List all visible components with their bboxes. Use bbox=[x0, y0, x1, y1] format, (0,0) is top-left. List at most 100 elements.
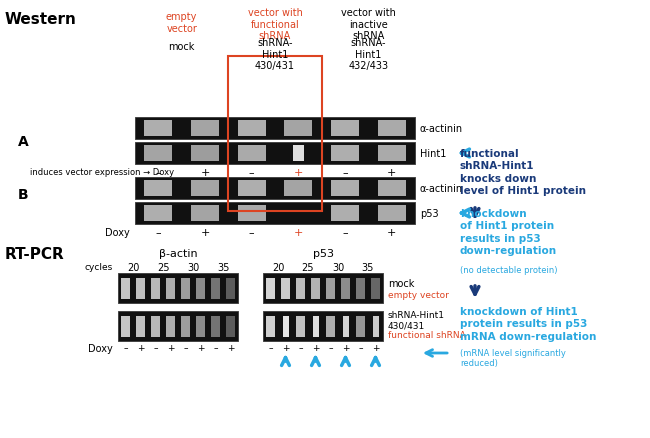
Text: –: – bbox=[358, 344, 363, 353]
Bar bbox=[284, 121, 313, 136]
Bar bbox=[226, 316, 235, 337]
Bar bbox=[378, 121, 406, 136]
Bar bbox=[326, 316, 335, 337]
Bar bbox=[331, 146, 359, 161]
Text: α-actinin: α-actinin bbox=[420, 124, 463, 134]
Text: Doxy: Doxy bbox=[105, 227, 130, 237]
Bar bbox=[144, 181, 172, 196]
Bar bbox=[284, 181, 313, 196]
Text: –: – bbox=[183, 344, 188, 353]
Text: –: – bbox=[153, 344, 158, 353]
Text: induces vector expression → Doxy: induces vector expression → Doxy bbox=[30, 168, 174, 177]
Bar bbox=[326, 278, 335, 299]
Text: empty vector: empty vector bbox=[388, 290, 449, 300]
Text: +: + bbox=[387, 168, 396, 177]
Bar bbox=[151, 316, 160, 337]
Text: 25: 25 bbox=[157, 262, 169, 272]
Text: 25: 25 bbox=[302, 262, 314, 272]
Text: 30: 30 bbox=[187, 262, 199, 272]
Bar bbox=[356, 278, 365, 299]
Bar bbox=[331, 181, 359, 196]
Bar bbox=[238, 206, 266, 221]
Text: +: + bbox=[372, 344, 379, 353]
Bar bbox=[263, 273, 383, 303]
Bar bbox=[211, 278, 220, 299]
Bar bbox=[144, 206, 172, 221]
Text: α-actinin: α-actinin bbox=[420, 184, 463, 194]
Bar bbox=[191, 181, 219, 196]
Text: +: + bbox=[387, 227, 396, 237]
Text: –: – bbox=[342, 227, 348, 237]
Bar bbox=[331, 206, 359, 221]
Bar bbox=[166, 278, 175, 299]
Text: +: + bbox=[136, 344, 144, 353]
Bar bbox=[211, 316, 220, 337]
Text: 30: 30 bbox=[332, 262, 344, 272]
Text: 20: 20 bbox=[272, 262, 284, 272]
Text: A: A bbox=[18, 135, 29, 148]
Text: +: + bbox=[167, 344, 174, 353]
Text: –: – bbox=[124, 344, 128, 353]
Bar bbox=[378, 181, 406, 196]
Text: 35: 35 bbox=[217, 262, 229, 272]
Text: +: + bbox=[294, 168, 303, 177]
Text: functional shRNA: functional shRNA bbox=[388, 330, 466, 339]
Text: shRNA-
Hint1
430/431: shRNA- Hint1 430/431 bbox=[255, 38, 295, 71]
Bar bbox=[226, 278, 235, 299]
Bar bbox=[136, 278, 145, 299]
Text: –: – bbox=[298, 344, 303, 353]
Text: knockdown of Hint1
protein results in p53
mRNA down-regulation: knockdown of Hint1 protein results in p5… bbox=[460, 306, 597, 341]
Bar bbox=[238, 181, 266, 196]
Bar bbox=[151, 278, 160, 299]
Bar bbox=[311, 278, 320, 299]
Text: –: – bbox=[249, 168, 255, 177]
Bar bbox=[181, 278, 190, 299]
Bar bbox=[238, 146, 266, 161]
Bar bbox=[136, 316, 145, 337]
Text: +: + bbox=[200, 227, 210, 237]
Text: (mRNA level significantly
reduced): (mRNA level significantly reduced) bbox=[460, 348, 566, 367]
Bar bbox=[341, 278, 350, 299]
Bar bbox=[181, 316, 190, 337]
Text: mock: mock bbox=[168, 42, 195, 52]
Bar bbox=[331, 121, 359, 136]
Bar bbox=[196, 278, 205, 299]
Text: –: – bbox=[155, 227, 161, 237]
Text: +: + bbox=[281, 344, 289, 353]
Text: +: + bbox=[200, 168, 210, 177]
Bar bbox=[378, 146, 406, 161]
Bar bbox=[292, 146, 304, 161]
Text: 35: 35 bbox=[362, 262, 374, 272]
Bar bbox=[372, 316, 378, 337]
Bar bbox=[144, 146, 172, 161]
Text: shRNA-Hint1
430/431: shRNA-Hint1 430/431 bbox=[388, 311, 445, 330]
Bar bbox=[283, 316, 289, 337]
Text: mock: mock bbox=[388, 279, 415, 289]
Bar bbox=[266, 316, 275, 337]
Text: Western: Western bbox=[5, 12, 77, 27]
Text: +: + bbox=[227, 344, 234, 353]
Text: B: B bbox=[18, 187, 29, 201]
Bar bbox=[144, 121, 172, 136]
Text: 20: 20 bbox=[127, 262, 139, 272]
Bar bbox=[343, 316, 348, 337]
Text: –: – bbox=[213, 344, 218, 353]
Bar bbox=[191, 121, 219, 136]
Bar bbox=[135, 118, 415, 140]
Bar bbox=[191, 146, 219, 161]
Bar bbox=[228, 57, 322, 212]
Text: –: – bbox=[155, 168, 161, 177]
Text: empty
vector: empty vector bbox=[166, 12, 198, 34]
Bar bbox=[266, 278, 275, 299]
Bar bbox=[281, 278, 290, 299]
Text: p53: p53 bbox=[313, 248, 333, 258]
Bar bbox=[356, 316, 365, 337]
Bar bbox=[238, 121, 266, 136]
Text: cycles: cycles bbox=[84, 262, 113, 272]
Text: Hint1: Hint1 bbox=[420, 148, 447, 159]
Text: +: + bbox=[342, 344, 349, 353]
Text: –: – bbox=[268, 344, 273, 353]
Text: +: + bbox=[197, 344, 204, 353]
Bar bbox=[135, 177, 415, 200]
Text: shRNA-
Hint1
432/433: shRNA- Hint1 432/433 bbox=[348, 38, 389, 71]
